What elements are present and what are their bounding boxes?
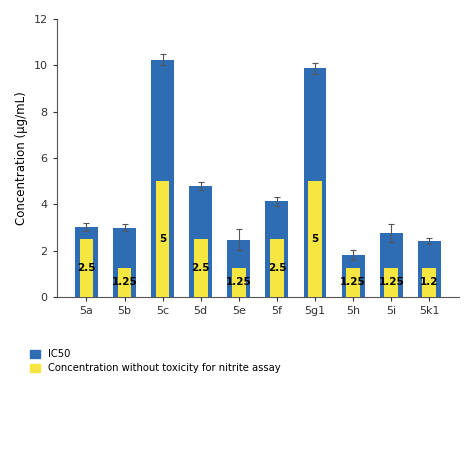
Bar bbox=[228, 240, 250, 297]
Text: 1.25: 1.25 bbox=[378, 277, 404, 287]
Text: 1.25: 1.25 bbox=[112, 277, 137, 287]
Text: 1.25: 1.25 bbox=[226, 277, 252, 287]
Bar bbox=[303, 68, 327, 297]
Text: 2.5: 2.5 bbox=[77, 263, 96, 273]
Bar bbox=[156, 181, 170, 297]
Bar bbox=[384, 268, 398, 297]
Bar bbox=[265, 201, 288, 297]
Bar bbox=[151, 60, 174, 297]
Text: 5: 5 bbox=[311, 234, 319, 244]
Bar bbox=[346, 268, 360, 297]
Bar bbox=[308, 181, 322, 297]
Bar bbox=[232, 268, 246, 297]
Bar bbox=[113, 228, 136, 297]
Bar bbox=[75, 227, 98, 297]
Bar bbox=[270, 239, 284, 297]
Text: 2.5: 2.5 bbox=[268, 263, 286, 273]
Bar bbox=[422, 268, 436, 297]
Bar bbox=[189, 186, 212, 297]
Bar bbox=[80, 239, 93, 297]
Bar bbox=[418, 241, 441, 297]
Text: 1.25: 1.25 bbox=[340, 277, 366, 287]
Legend: IC50, Concentration without toxicity for nitrite assay: IC50, Concentration without toxicity for… bbox=[29, 349, 280, 373]
Y-axis label: Concentration (μg/mL): Concentration (μg/mL) bbox=[15, 91, 28, 225]
Bar bbox=[342, 255, 365, 297]
Bar bbox=[380, 233, 402, 297]
Text: 5: 5 bbox=[159, 234, 166, 244]
Text: 2.5: 2.5 bbox=[191, 263, 210, 273]
Text: 1.2: 1.2 bbox=[420, 277, 438, 287]
Bar bbox=[194, 239, 208, 297]
Bar bbox=[118, 268, 131, 297]
